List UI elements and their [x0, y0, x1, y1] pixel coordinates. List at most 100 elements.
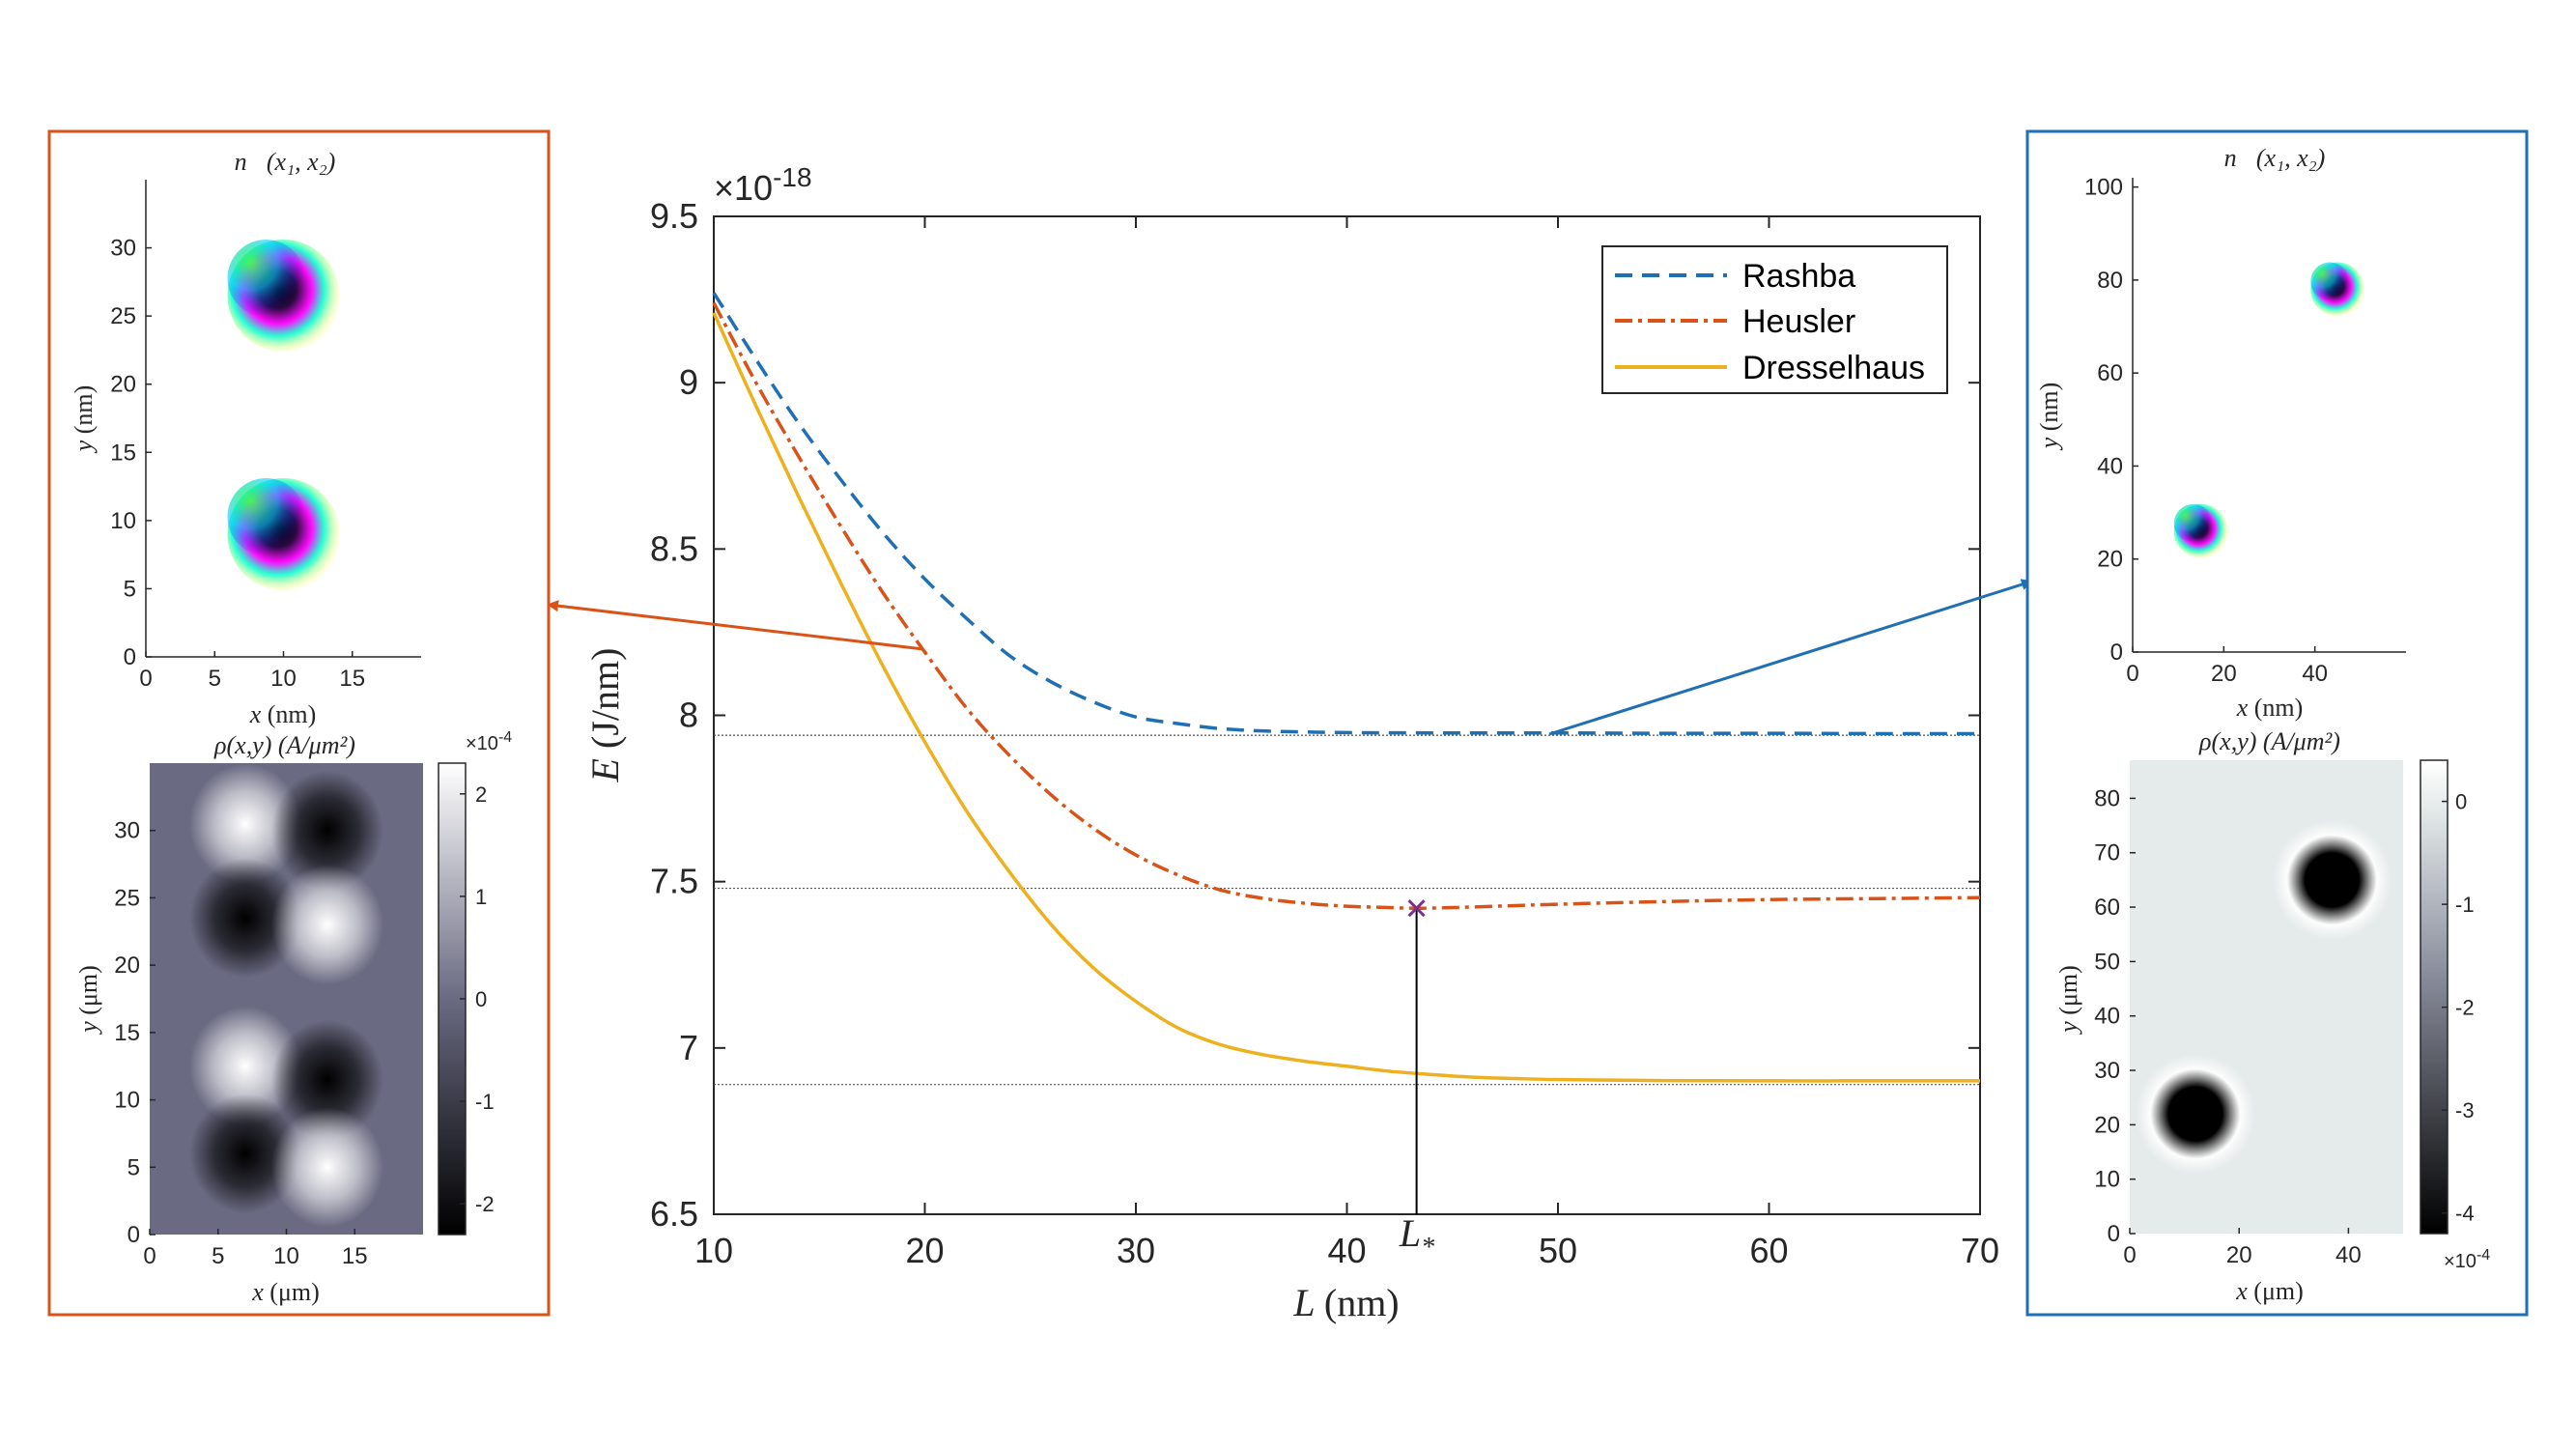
right-texture-xlabel: x (nm): [2236, 694, 2304, 722]
y-tick-label: 70: [2094, 840, 2120, 867]
x-tick-label: 5: [209, 666, 221, 692]
left-texture-plot: n⃗(x₁, x₂) 0 5 10 15 0 5 10 15 20 25 30 x (nm) y …: [70, 148, 421, 728]
colorbar-tick-label: 1: [475, 885, 487, 909]
colorbar-tick-label: -1: [475, 1090, 495, 1114]
series-lines: [712, 292, 1981, 1083]
x-tick-label: 20: [905, 1231, 944, 1270]
x-tick-label: 40: [1327, 1231, 1366, 1270]
density-peak-0: [2135, 1054, 2255, 1175]
y-axis-label: E (J/nm): [583, 648, 627, 783]
density-peak-5: [270, 1019, 383, 1140]
x-tick-label: 10: [694, 1231, 733, 1270]
arrow-to-right-panel: [1548, 579, 2033, 736]
x-tick-label: 20: [2211, 661, 2237, 687]
y-tick-label: 30: [114, 818, 140, 844]
x-tick-label: 50: [1539, 1231, 1577, 1270]
y-tick-label: 9: [679, 362, 698, 402]
right-colorbar: [2420, 759, 2449, 1235]
y-tick-label: 7.5: [650, 862, 698, 901]
y-tick-label: 5: [124, 576, 136, 602]
colorbar-tick-label: -4: [2455, 1202, 2475, 1226]
left-texture-y-ticks: 0 5 10 15 20 25 30: [110, 236, 152, 670]
density-peak-1: [270, 770, 383, 891]
density-peak-2: [189, 858, 302, 979]
left-colorbar-exponent: ×10-4: [466, 729, 512, 754]
right-density-title: ρ(x,y) (A/μm²): [2198, 727, 2340, 755]
y-tick-label: 0: [2110, 639, 2123, 666]
arrow-to-left-panel: [547, 600, 924, 651]
skyrmion-highlight-1: [2310, 262, 2350, 301]
x-tick-label: 40: [2302, 661, 2328, 687]
series-heusler: [712, 301, 1981, 910]
skyrmion-highlight-0: [227, 477, 305, 555]
y-tick-label: 6.5: [650, 1194, 698, 1234]
skyrmion-highlight-1: [227, 239, 305, 317]
left-texture-ylabel: y (nm): [70, 385, 98, 455]
left-heatmap-peaks: [189, 763, 383, 1228]
y-tick-label: 20: [2097, 547, 2123, 573]
left-density-title: ρ(x,y) (A/μm²): [213, 731, 355, 759]
right-texture-skyrmions: [2173, 262, 2365, 558]
x-tick-label: 0: [143, 1243, 156, 1269]
y-tick-label: 10: [114, 1088, 140, 1114]
density-peak-4: [189, 1006, 302, 1126]
left-density-xlabel: x (μm): [251, 1278, 320, 1306]
colorbar-tick-label: 2: [475, 782, 487, 807]
skyrmion-highlight-0: [2173, 503, 2213, 543]
x-tick-label: 0: [139, 666, 152, 692]
y-tick-label: 20: [110, 372, 136, 398]
reference-lines: [714, 734, 1980, 1086]
y-tick-label: 50: [2094, 949, 2120, 975]
colorbar-tick-label: -3: [2455, 1098, 2475, 1122]
y-tick-label: 20: [114, 952, 140, 979]
left-colorbar-ticks: 2 1 0 -1 -2: [460, 782, 495, 1216]
y-tick-label: 20: [2094, 1112, 2120, 1138]
x-ticks: 10 20 30 40 50 60 70: [694, 216, 1999, 1270]
right-density-ylabel: y (μm): [2054, 965, 2082, 1036]
colorbar-tick-label: -1: [2455, 893, 2475, 917]
y-ticks: 6.5 7 7.5 8 8.5 9 9.5: [650, 196, 1980, 1234]
y-tick-label: 25: [110, 303, 136, 329]
y-tick-label: 80: [2097, 268, 2123, 294]
y-tick-label: 10: [110, 508, 136, 534]
left-texture-title: n⃗(x₁, x₂): [235, 148, 336, 176]
density-peak-1: [2272, 819, 2392, 940]
x-tick-label: 0: [2123, 1242, 2136, 1268]
x-tick-label: 15: [342, 1243, 368, 1269]
right-density-xlabel: x (μm): [2235, 1277, 2304, 1305]
x-axis-label: L (nm): [1292, 1281, 1399, 1324]
density-peak-6: [189, 1094, 302, 1214]
legend-heusler-label: Heusler: [1742, 303, 1855, 340]
right-texture-title: n⃗(x₁, x₂): [2224, 144, 2326, 172]
y-tick-label: 25: [114, 885, 140, 911]
x-tick-label: 0: [2126, 661, 2138, 687]
density-peak-3: [270, 865, 383, 985]
left-texture-xlabel: x (nm): [249, 700, 317, 728]
y-tick-label: 10: [2094, 1167, 2120, 1193]
x-tick-label: 40: [2335, 1242, 2362, 1268]
left-heatmap-y-ticks: 0 5 10 15 20 25 30: [114, 818, 156, 1248]
y-tick-label: 40: [2094, 1004, 2120, 1030]
y-tick-label: 0: [127, 1222, 140, 1248]
y-tick-label: 30: [110, 236, 136, 262]
right-heatmap-peaks: [2135, 819, 2392, 1175]
left-texture-skyrmions: [227, 239, 340, 590]
right-colorbar-ticks: 0 -1 -2 -3 -4: [2442, 790, 2475, 1226]
left-texture-x-ticks: 0 5 10 15: [139, 651, 365, 692]
y-tick-label: 8.5: [650, 528, 698, 568]
colorbar-tick-label: -2: [2455, 996, 2475, 1020]
density-peak-0: [189, 763, 302, 884]
legend-rashba-label: Rashba: [1742, 258, 1855, 295]
y-tick-label: 40: [2097, 453, 2123, 479]
right-texture-ylabel: y (nm): [2035, 383, 2063, 452]
left-heatmap-x-ticks: 0 5 10 15: [143, 1229, 368, 1269]
right-colorbar-exponent: ×10-4: [2444, 1247, 2490, 1272]
right-texture-plot: n⃗(x₁, x₂) 0 20 40 0 20 40 60 80 100 x (nm) y (…: [2035, 144, 2406, 722]
y-tick-label: 0: [2108, 1221, 2120, 1247]
y-tick-label: 7: [679, 1028, 698, 1067]
x-tick-label: 70: [1961, 1231, 1999, 1270]
y-tick-label: 9.5: [650, 196, 698, 236]
